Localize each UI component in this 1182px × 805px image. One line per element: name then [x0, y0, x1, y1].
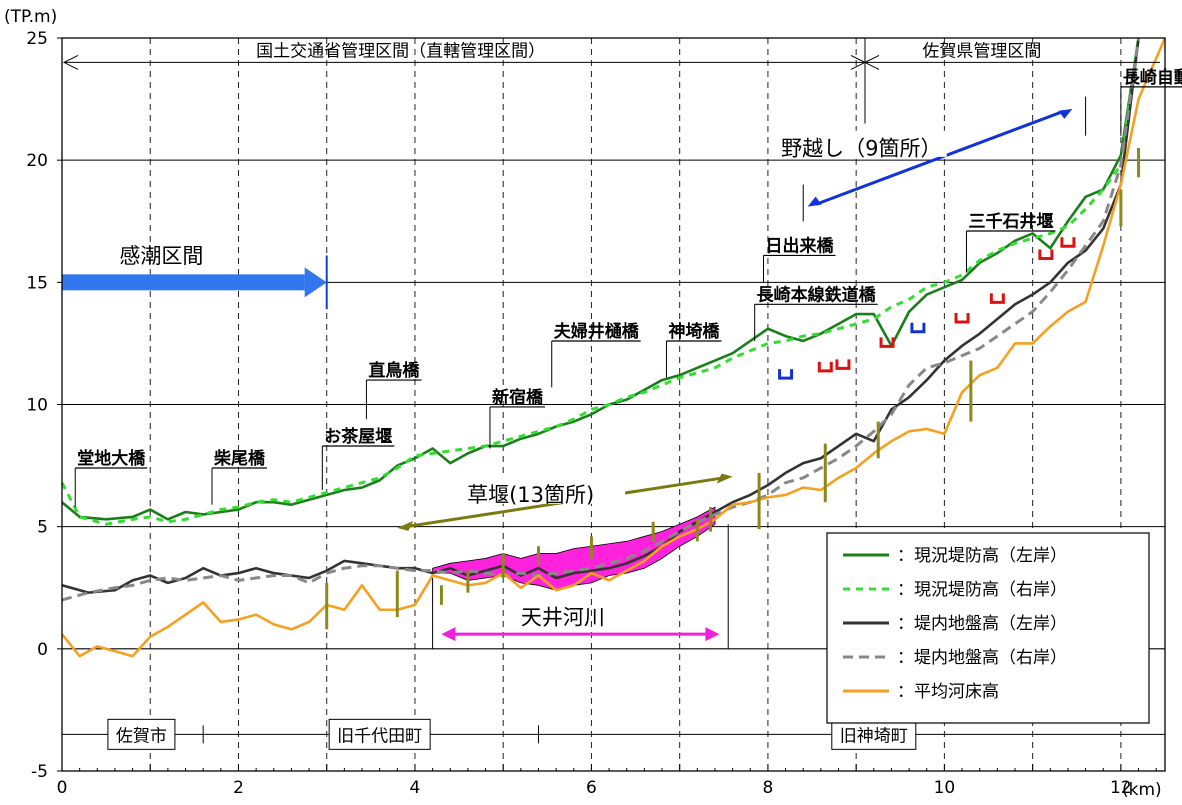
weir-arrow-head-right	[716, 473, 733, 484]
legend-label: ：堤内地盤高（右岸）	[897, 648, 1067, 668]
prefecture-section-label: 佐賀県管理区間	[922, 41, 1041, 61]
y-tick-label: 10	[26, 396, 48, 416]
municipality-label: 旧千代田町	[337, 726, 422, 746]
bridge-label: 長崎自動車	[1123, 67, 1182, 88]
bridge-label: 日出来橋	[766, 235, 835, 256]
overflow-label-bg	[776, 130, 947, 157]
overflow-mark	[954, 312, 970, 324]
overflow-arrow	[815, 109, 1065, 206]
series-line-1	[60, 37, 1141, 526]
overflow-mark	[835, 359, 851, 370]
overflow-mark	[879, 337, 895, 348]
overflow-mark	[910, 322, 926, 334]
overflow-arrow-head-right	[1058, 108, 1073, 119]
ceiling-arrow-head-right	[705, 627, 720, 642]
weir-label-bg	[465, 477, 626, 504]
tidal-arrow-head	[304, 267, 327, 298]
series-lines	[60, 37, 1167, 658]
ceiling-arrow-head-left	[441, 627, 456, 642]
bridge-label: 神埼橋	[668, 321, 720, 342]
municipality-box	[831, 718, 917, 750]
tidal-label: 感潮区間	[119, 244, 203, 268]
y-tick-label: 0	[37, 640, 48, 660]
legend-label: ：平均河床高	[897, 682, 999, 702]
ceiling-river-fill	[432, 506, 716, 591]
bridge-label: 堂地大橋	[77, 448, 146, 469]
marks	[325, 147, 1141, 630]
legend-label: ：現況堤防高（左岸）	[897, 546, 1067, 566]
tidal-arrow-body	[62, 274, 305, 291]
weir-label: 草堰(13箇所)	[467, 483, 594, 507]
arrow-left-icon	[62, 54, 79, 70]
overflow-label: 野越し（9箇所）	[781, 136, 941, 160]
x-tick-label: 12	[1110, 778, 1132, 798]
x-tick-label: 6	[586, 778, 597, 798]
bridge-label: お茶屋堰	[324, 426, 392, 447]
ceiling-label: 天井河川	[521, 605, 605, 629]
x-tick-label: 8	[763, 778, 774, 798]
legend-label: ：堤内地盤高（左岸）	[897, 614, 1067, 634]
series-line-3	[61, 37, 1141, 602]
bridge-label: 柴尾橋	[213, 448, 266, 469]
overflow-arrow-head-left	[807, 196, 822, 207]
legend-label: ：現況堤防高（右岸）	[897, 580, 1067, 600]
y-tick-label: -5	[31, 762, 48, 782]
y-tick-label: 5	[37, 518, 48, 538]
bridge-label: 夫婦井樋橋	[554, 321, 640, 342]
overflow-mark	[989, 293, 1005, 304]
x-axis-unit: (km)	[1122, 780, 1162, 800]
bridge-label: 新宿橋	[492, 387, 544, 408]
bridge-label: 直鳥橋	[368, 360, 420, 381]
national-section-label: 国土交通省管理区間（直轄管理区間）	[256, 41, 545, 61]
x-tick-label: 10	[934, 778, 956, 798]
municipality-label: 佐賀市	[116, 726, 167, 746]
series-line-4	[60, 37, 1167, 658]
x-tick-label: 0	[57, 778, 68, 798]
legend: ：現況堤防高（左岸） ：現況堤防高（右岸） ：堤内地盤高（左岸） ：堤内地盤高（右岸）…	[826, 532, 1150, 724]
municipality-box	[107, 718, 176, 750]
x-tick-label: 2	[233, 778, 244, 798]
y-axis-label: (TP.m)	[4, 7, 57, 27]
municipality-box	[328, 718, 431, 750]
y-tick-label: 15	[26, 273, 48, 293]
ceiling-river-area	[432, 506, 716, 591]
overflow-mark	[817, 361, 833, 373]
overflow-mark	[1038, 249, 1054, 260]
axes: -5 0 5 10 15 20 25 0 2 4 6 8 10 12 (TP.m) (km)	[4, 7, 1166, 800]
overflow-mark	[778, 369, 794, 380]
y-tick-label: 25	[26, 29, 48, 49]
series-line-2	[61, 37, 1140, 594]
overflow-mark	[1060, 237, 1076, 248]
x-tick-label: 4	[410, 778, 421, 798]
y-tick-label: 20	[26, 151, 48, 171]
bridge-label: 三千石井堰	[968, 211, 1053, 232]
bridge-label: 長崎本線鉄道橋	[757, 284, 877, 305]
municipality-label: 旧神埼町	[840, 726, 908, 746]
weir-arrow-head-left	[397, 520, 414, 531]
